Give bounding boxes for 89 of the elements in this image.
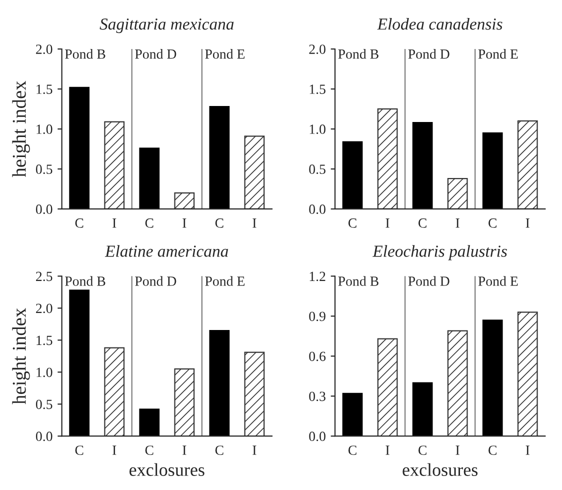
bar <box>69 86 90 209</box>
x-tick-label: C <box>145 446 154 455</box>
bar <box>342 392 363 436</box>
y-tick-label: 1.0 <box>36 124 52 134</box>
x-tick-label: C <box>75 446 84 455</box>
bar <box>69 290 90 436</box>
y-tick-label: 0.3 <box>309 392 326 402</box>
x-tick-label: C <box>488 446 496 455</box>
bar <box>104 121 125 209</box>
x-axis-title: exclosures <box>402 463 478 476</box>
x-tick-label: C <box>418 218 426 228</box>
annotation: Pond E <box>205 49 245 59</box>
chart-title: Elodea canadensis <box>377 18 502 30</box>
y-tick-label: 2.0 <box>36 304 52 314</box>
bar <box>482 132 503 209</box>
bar <box>377 338 398 436</box>
x-axis-title: exclosures <box>129 463 204 476</box>
bar <box>209 106 230 209</box>
chart-title: Elatine americana <box>104 245 228 257</box>
x-tick-label: C <box>418 446 426 455</box>
annotation: Pond B <box>65 49 106 59</box>
y-tick-label: 2.0 <box>309 44 326 54</box>
x-tick-label: C <box>75 218 84 228</box>
bar <box>447 178 468 209</box>
y-tick-label: 0.0 <box>309 204 326 214</box>
x-tick-label: I <box>252 218 256 228</box>
bar <box>517 312 538 436</box>
y-tick-label: 1.5 <box>36 84 52 94</box>
annotation: Pond D <box>408 276 450 286</box>
y-axis-title: height index <box>12 80 30 178</box>
y-tick-label: 1.0 <box>36 368 52 378</box>
annotation: Pond B <box>65 276 106 286</box>
y-tick-label: 2.5 <box>36 272 52 282</box>
annotation: Pond B <box>338 276 378 286</box>
y-tick-label: 0.0 <box>36 432 52 442</box>
y-tick-label: 1.2 <box>310 272 326 282</box>
x-tick-label: C <box>348 446 356 455</box>
x-tick-label: C <box>215 446 224 455</box>
annotation: Pond E <box>478 49 518 59</box>
x-tick-label: C <box>215 218 224 228</box>
bar <box>209 330 230 436</box>
bar <box>447 330 468 436</box>
x-tick-label: I <box>386 446 390 455</box>
x-tick-label: I <box>112 446 116 455</box>
bar <box>244 352 265 436</box>
x-tick-label: I <box>182 446 186 455</box>
y-tick-label: 0.5 <box>36 164 52 174</box>
bar <box>244 136 265 209</box>
x-tick-label: I <box>456 218 460 228</box>
bar <box>342 141 363 209</box>
y-tick-label: 0.0 <box>309 432 326 442</box>
chart-title: Eleocharis palustris <box>372 245 507 260</box>
y-tick-label: 1.5 <box>36 336 52 346</box>
x-tick-label: C <box>145 218 154 228</box>
annotation: Pond E <box>205 276 245 286</box>
y-tick-label: 0.5 <box>309 164 326 174</box>
y-tick-label: 1.5 <box>310 84 326 94</box>
y-axis-title: height index <box>12 308 30 404</box>
bar <box>104 347 125 436</box>
annotation: Pond D <box>408 49 450 59</box>
bar <box>377 108 398 209</box>
bar <box>174 192 195 209</box>
y-tick-label: 0.6 <box>309 352 326 362</box>
x-tick-label: I <box>252 446 256 455</box>
bar <box>482 320 503 436</box>
y-tick-label: 0.0 <box>36 204 52 214</box>
x-tick-label: I <box>526 446 530 455</box>
annotation: Pond E <box>478 276 518 286</box>
x-tick-label: I <box>456 446 460 455</box>
annotation: Pond B <box>338 49 378 59</box>
y-tick-label: 1.0 <box>310 124 326 134</box>
bar <box>412 122 433 209</box>
x-tick-label: C <box>488 218 496 228</box>
bar <box>412 382 433 436</box>
y-tick-label: 2.0 <box>36 44 52 54</box>
y-tick-label: 0.5 <box>36 400 52 410</box>
bar <box>139 408 160 436</box>
bar <box>139 148 160 209</box>
x-tick-label: I <box>526 218 530 228</box>
x-tick-label: I <box>182 218 186 228</box>
x-tick-label: I <box>386 218 390 228</box>
annotation: Pond D <box>135 49 176 59</box>
annotation: Pond D <box>135 276 176 286</box>
chart-title: Sagittaria mexicana <box>100 18 234 34</box>
bar <box>517 120 538 209</box>
x-tick-label: C <box>348 218 356 228</box>
bar <box>174 368 195 436</box>
x-tick-label: I <box>112 218 116 228</box>
y-tick-label: 0.9 <box>309 312 326 322</box>
